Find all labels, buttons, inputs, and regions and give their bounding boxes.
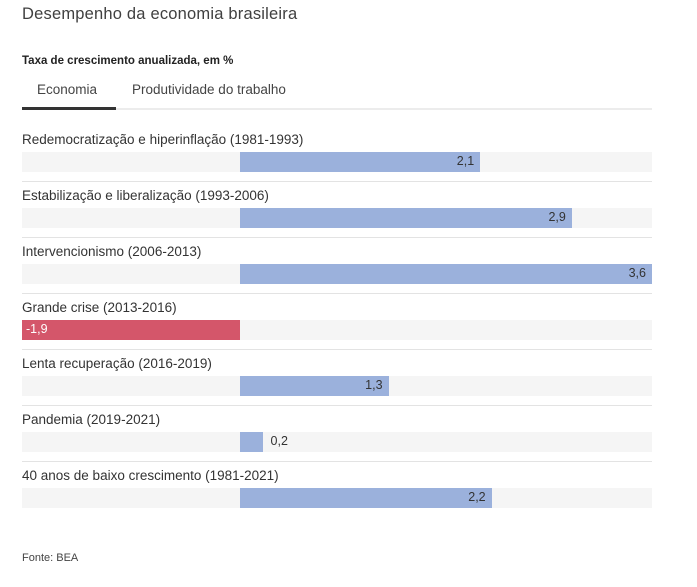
row-divider [22, 349, 652, 350]
bar-value-label: 2,2 [468, 490, 486, 504]
bar-track: 2,1 [22, 152, 652, 172]
chart-row: Estabilização e liberalização (1993-2006… [22, 182, 652, 238]
bar-value-label: 2,1 [456, 154, 475, 168]
row-label: Estabilização e liberalização (1993-2006… [22, 188, 269, 203]
bar-track: 0,2 [22, 432, 652, 452]
bar-positive [239, 376, 389, 396]
row-label: Lenta recuperação (2016-2019) [22, 356, 212, 371]
source-note: Fonte: BEA [22, 552, 79, 564]
tab-economia[interactable]: Economia [22, 82, 116, 110]
bar-value-label: 1,3 [365, 378, 383, 392]
bar-track: 3,6 [22, 264, 652, 284]
chart-row: Intervencionismo (2006-2013) 3,6 [22, 238, 652, 294]
row-divider [22, 405, 652, 406]
chart-subtitle: Taxa de crescimento anualizada, em % [22, 55, 234, 67]
chart-row: Grande crise (2013-2016) -1,9 [22, 294, 652, 350]
row-divider [22, 293, 652, 294]
row-label: Intervencionismo (2006-2013) [22, 244, 202, 259]
row-label: 40 anos de baixo crescimento (1981-2021) [22, 468, 279, 483]
bar-negative [22, 320, 240, 340]
tab-bar-divider [22, 108, 652, 110]
bar-positive [239, 208, 572, 228]
tab-produtividade-do-trabalho[interactable]: Produtividade do trabalho [132, 82, 286, 97]
bar-track: 1,3 [22, 376, 652, 396]
chart-row: Redemocratização e hiperinflação (1981-1… [22, 126, 652, 182]
bar-track: 2,2 [22, 488, 652, 508]
row-divider [22, 461, 652, 462]
row-label: Redemocratização e hiperinflação (1981-1… [22, 132, 304, 147]
bar-positive [239, 152, 481, 172]
row-label: Grande crise (2013-2016) [22, 300, 177, 315]
row-divider [22, 237, 652, 238]
row-label: Pandemia (2019-2021) [22, 412, 161, 427]
bar-positive [239, 264, 652, 284]
bar-track: -1,9 [22, 320, 652, 340]
bar-value-label: 0,2 [270, 434, 288, 448]
tab-bar: Economia Produtividade do trabalho [22, 78, 652, 110]
bar-value-label: 3,6 [628, 266, 646, 280]
bar-track: 2,9 [22, 208, 652, 228]
bar-positive [239, 488, 492, 508]
bar-value-label: -1,9 [26, 322, 48, 336]
bar-chart: Redemocratização e hiperinflação (1981-1… [22, 126, 652, 518]
chart-row: Pandemia (2019-2021) 0,2 [22, 406, 652, 462]
bar-value-label: 2,9 [548, 210, 566, 224]
chart-row: 40 anos de baixo crescimento (1981-2021)… [22, 462, 652, 518]
chart-row: Lenta recuperação (2016-2019) 1,3 [22, 350, 652, 406]
row-divider [22, 181, 652, 182]
bar-positive [239, 432, 263, 452]
chart-title: Desempenho da economia brasileira [22, 5, 298, 23]
